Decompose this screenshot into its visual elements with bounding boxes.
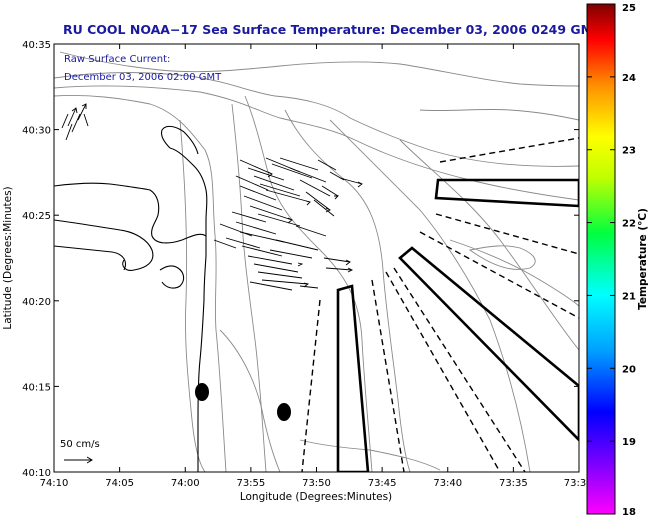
- colorbar: 25 24 23 22 21 20 19 18 Temperature (°C): [586, 3, 649, 518]
- colorbar-gradient: [586, 3, 616, 515]
- colorbar-tick-label: 19: [622, 437, 636, 448]
- station-marker-west: [195, 383, 209, 401]
- colorbar-label: Temperature (°C): [637, 208, 649, 310]
- colorbar-tick-label: 25: [622, 3, 636, 14]
- inset-line-1: Raw Surface Current:: [64, 54, 170, 65]
- station-marker-south: [277, 403, 291, 421]
- x-tick-label: 74:10: [40, 478, 69, 489]
- y-tick-label: 40:10: [22, 468, 51, 479]
- beam-box-east-upper: [434, 178, 579, 208]
- x-tick-label: 73:50: [302, 478, 331, 489]
- y-tick-label: 40:35: [22, 40, 51, 51]
- beam-box-southwest: [336, 284, 370, 472]
- surface-current-arrows: [61, 103, 363, 291]
- radar-beam-overlays: [301, 137, 579, 472]
- y-tick-label: 40:20: [22, 297, 51, 308]
- x-tick-label: 73:3: [564, 478, 586, 489]
- map-plot-area: 50 cm/s Raw Surface Current: December 03…: [54, 44, 579, 472]
- x-tick-label: 73:45: [368, 478, 397, 489]
- colorbar-tick-label: 23: [622, 146, 636, 157]
- inset-line-2: December 03, 2006 02:00 GMT: [64, 72, 222, 83]
- y-axis-label: Latitude (Degrees:Minutes): [2, 186, 14, 329]
- current-vector-cluster-central: [213, 157, 363, 291]
- y-tick-label: 40:30: [22, 126, 51, 137]
- colorbar-ticks: 25 24 23 22 21 20 19 18: [587, 3, 636, 518]
- current-vector-cluster-north: [61, 103, 89, 141]
- y-tick-label: 40:15: [22, 382, 51, 393]
- current-arrowheads: [71, 103, 363, 288]
- y-tick-label: 40:25: [22, 211, 51, 222]
- scale-arrow: [64, 456, 93, 464]
- y-axis-ticks: 40:35 40:30 40:25 40:20 40:15 40:10: [22, 40, 579, 479]
- colorbar-tick-label: 22: [622, 219, 636, 230]
- colorbar-tick-label: 20: [622, 364, 636, 375]
- x-axis-ticks: 74:10 74:05 74:00 73:55 73:50 73:45 73:40 73:35…: [40, 44, 586, 489]
- colorbar-tick-label: 18: [622, 507, 636, 518]
- x-tick-label: 73:35: [499, 478, 528, 489]
- figure-title: RU COOL NOAA−17 Sea Surface Temperature:…: [63, 22, 602, 37]
- x-axis-label: Longitude (Degrees:Minutes): [240, 491, 392, 503]
- scale-arrow-label: 50 cm/s: [60, 439, 100, 450]
- bathymetry-contours: [54, 51, 579, 472]
- x-tick-label: 74:00: [171, 478, 200, 489]
- beam-box-southeast: [398, 246, 579, 442]
- x-tick-label: 74:05: [105, 478, 134, 489]
- x-tick-label: 73:55: [236, 478, 265, 489]
- colorbar-tick-label: 21: [622, 291, 636, 302]
- coastline: [54, 125, 208, 472]
- colorbar-tick-label: 24: [622, 73, 636, 84]
- x-tick-label: 73:40: [433, 478, 462, 489]
